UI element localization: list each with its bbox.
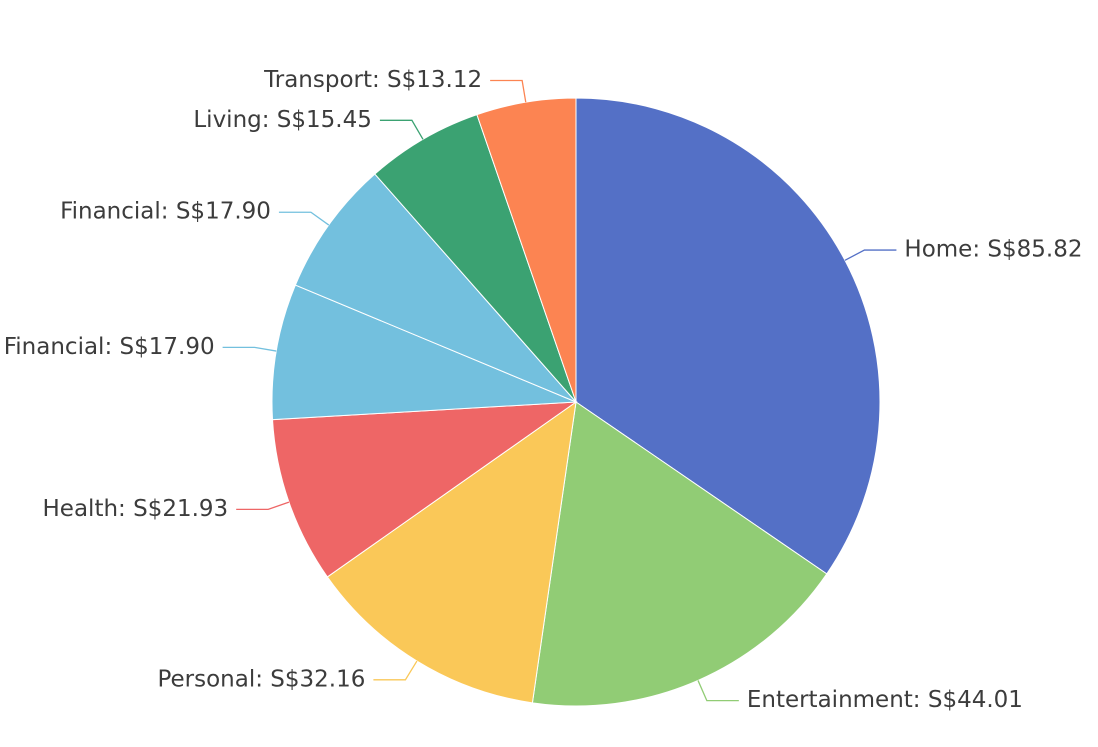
leader-line-entertainment-1	[697, 680, 739, 702]
slice-labels: Home: S$85.82 Entertainment: S$44.01 Perso…	[4, 67, 1083, 713]
pie-slice-living-6[interactable]	[374, 113, 577, 403]
pie-slice-financial-5[interactable]	[294, 173, 577, 403]
leader-line-personal-2	[373, 660, 418, 681]
slice-label-transport-7: Transport: S$13.12	[263, 67, 482, 93]
label-leader-lines	[222, 79, 897, 702]
pie-slice-transport-7[interactable]	[476, 97, 577, 403]
leader-line-health-3	[236, 501, 290, 511]
leader-line-transport-7	[490, 79, 527, 103]
slice-label-entertainment-1: Entertainment: S$44.01	[747, 687, 1023, 713]
pie-slice-financial-4[interactable]	[271, 284, 577, 421]
slice-label-health-3: Health: S$21.93	[43, 496, 229, 522]
leader-line-living-6	[379, 119, 424, 140]
leader-line-financial-5	[278, 211, 330, 226]
leader-line-home-0	[844, 249, 897, 261]
slice-label-financial-4: Financial: S$17.90	[4, 334, 215, 360]
slice-label-home-0: Home: S$85.82	[904, 237, 1082, 263]
pie-slice-health-3[interactable]	[271, 401, 578, 578]
slice-label-financial-5: Financial: S$17.90	[60, 199, 271, 225]
pie-slice-personal-2[interactable]	[326, 400, 577, 704]
pie-slices	[271, 97, 881, 707]
slice-label-living-6: Living: S$15.45	[193, 107, 372, 133]
slice-label-personal-2: Personal: S$32.16	[157, 666, 365, 692]
pie-slice-entertainment-1[interactable]	[531, 401, 828, 707]
leader-line-financial-4	[222, 346, 277, 352]
